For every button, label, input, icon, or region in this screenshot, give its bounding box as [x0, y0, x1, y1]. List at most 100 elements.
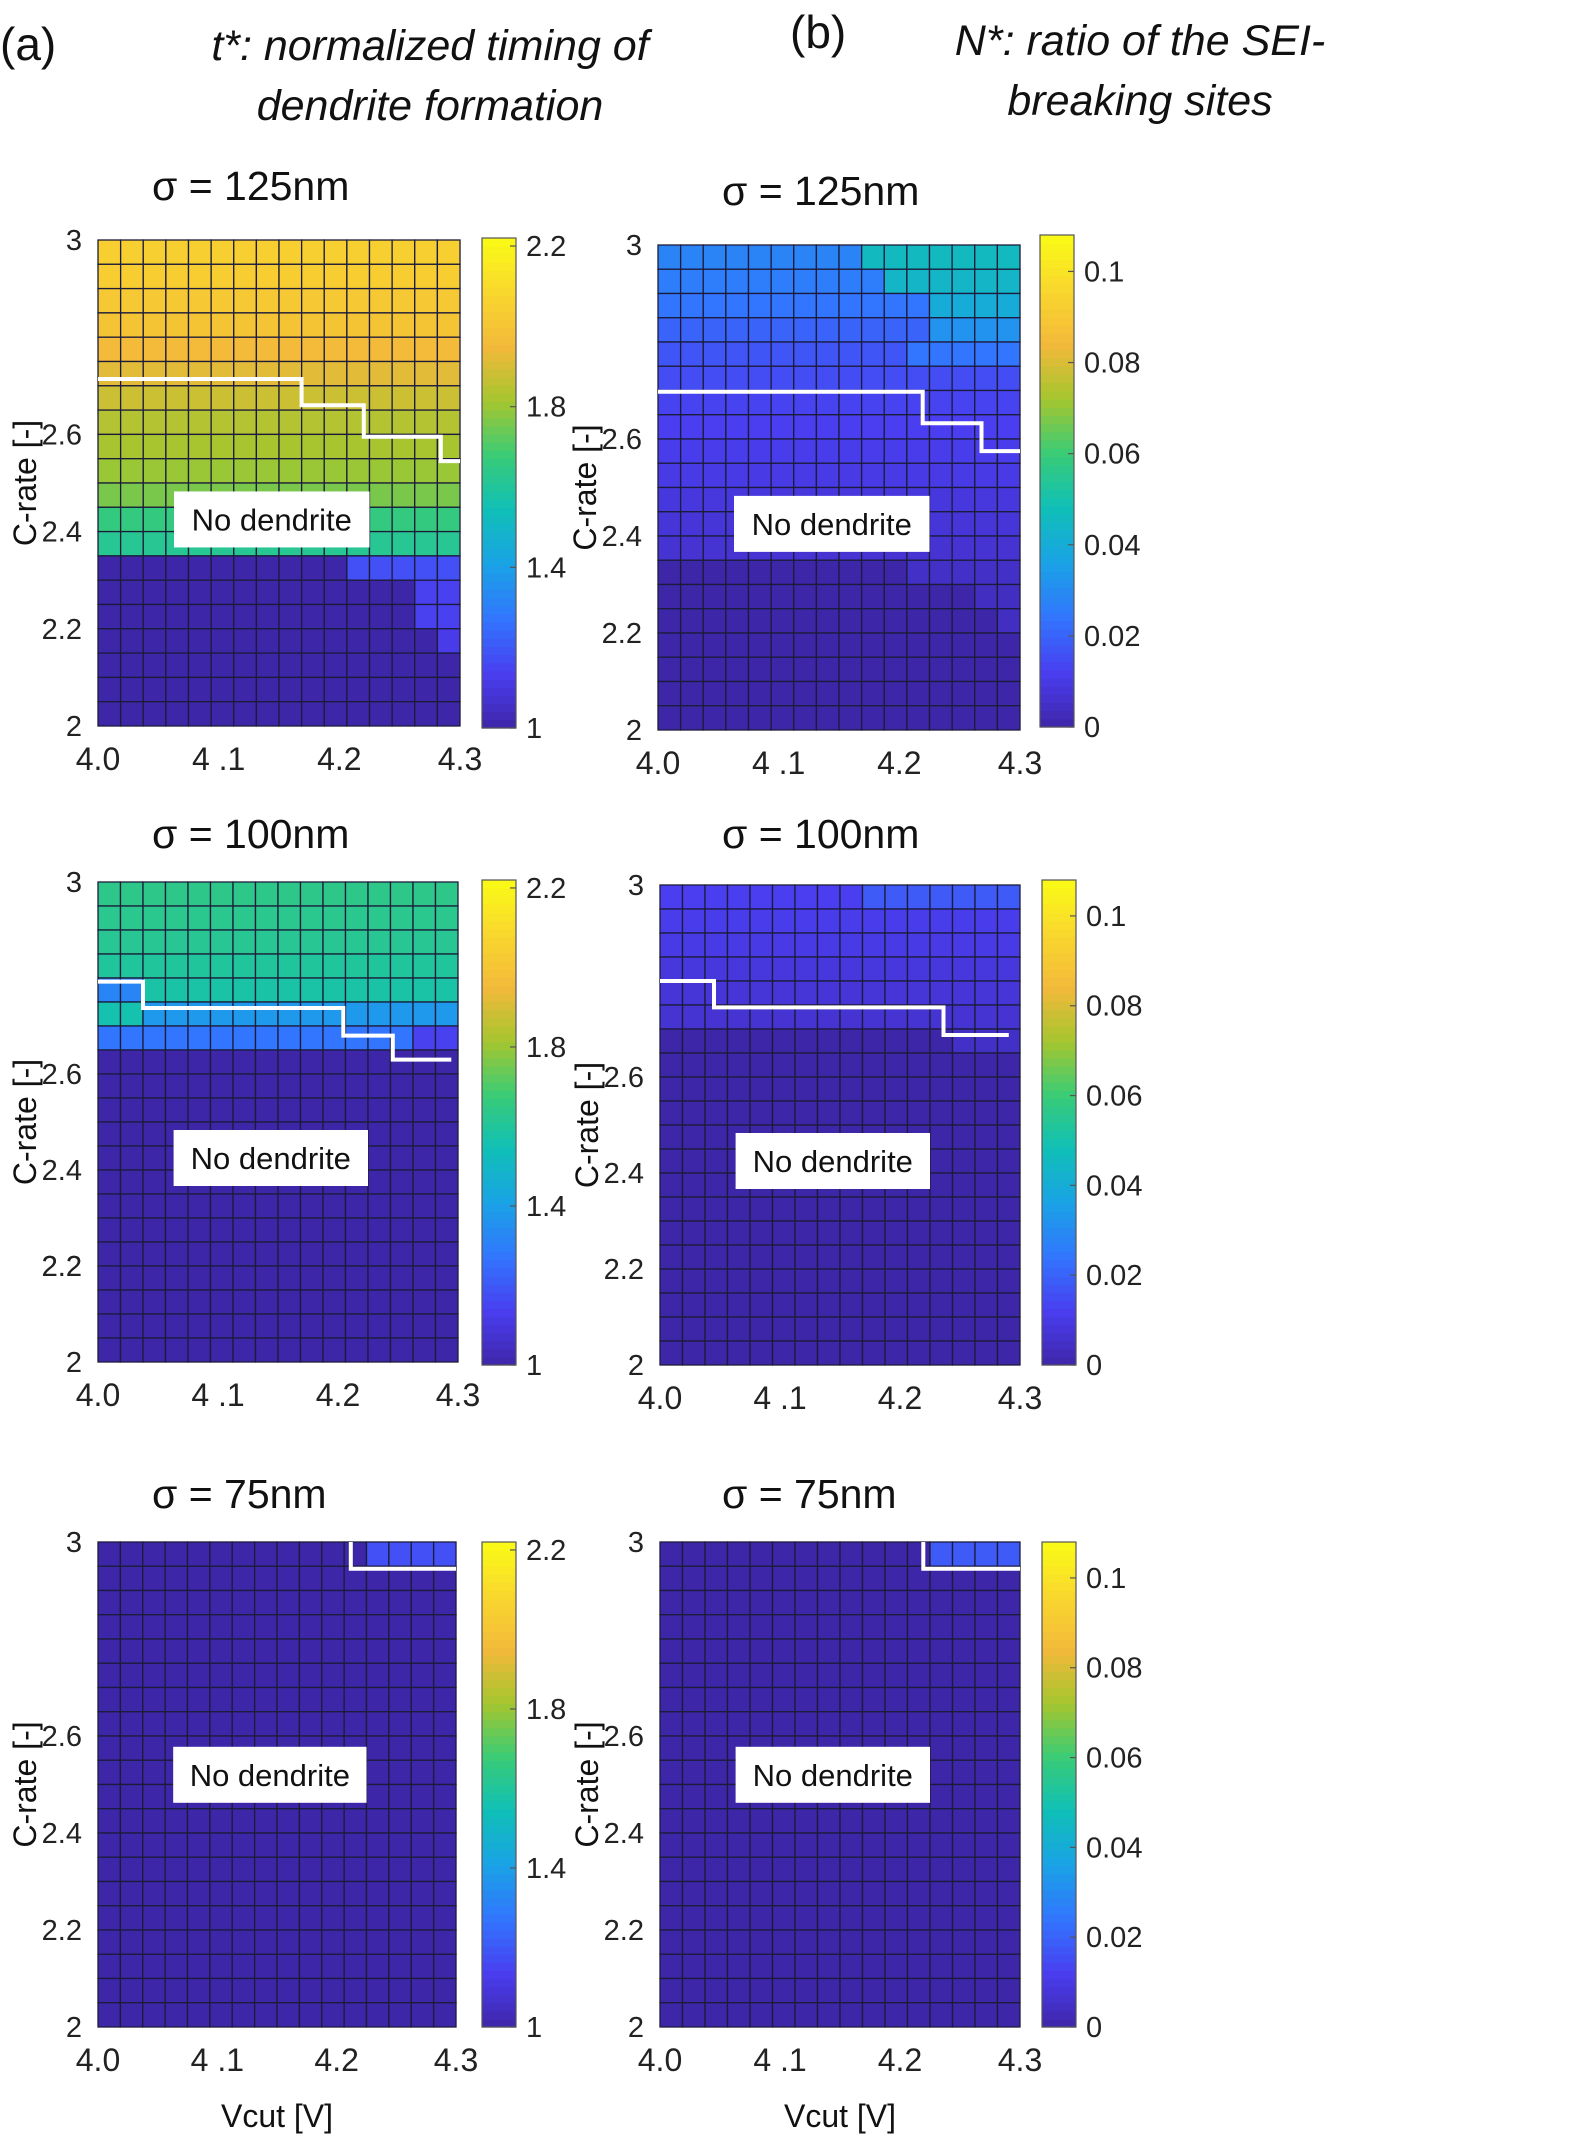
colorbar-segment [1042, 1671, 1076, 1681]
colorbar-segment [482, 1719, 516, 1729]
heatmap-cell [793, 583, 818, 610]
heatmap-cell [367, 929, 392, 955]
heatmap-cell [298, 1662, 323, 1689]
heatmap-cell [367, 1049, 392, 1075]
x-tick-label: 4.0 [636, 745, 680, 781]
heatmap-cell [794, 1808, 819, 1834]
colorbar-segment [1042, 1235, 1076, 1245]
heatmap-cell [299, 1337, 324, 1363]
colorbar-segment [1042, 2010, 1076, 2020]
heatmap-cell [436, 555, 461, 581]
heatmap-cell [906, 932, 931, 958]
heatmap-cell [414, 385, 439, 411]
heatmap-cell [410, 1614, 435, 1640]
heatmap-cell [929, 1541, 954, 1567]
colorbar-segment [482, 507, 516, 517]
heatmap-cell [165, 385, 190, 411]
heatmap-cell [996, 1638, 1021, 1664]
heatmap-cell [389, 1337, 414, 1363]
colorbar-segment [1042, 1154, 1076, 1164]
heatmap-cell [232, 1289, 257, 1315]
heatmap-cell [389, 1217, 414, 1243]
heatmap-cell [906, 1856, 931, 1883]
heatmap-cell [142, 1001, 167, 1027]
heatmap-cell [119, 1614, 144, 1640]
heatmap-cell [815, 414, 840, 440]
heatmap-cell [704, 1856, 729, 1883]
heatmap-cell [657, 438, 682, 464]
heatmap-cell [906, 341, 931, 367]
heatmap-cell [232, 1337, 257, 1363]
heatmap-cell [884, 1100, 909, 1126]
colorbar-segment [1042, 1744, 1076, 1753]
heatmap-cell [747, 608, 772, 634]
heatmap-cell [209, 1953, 233, 1980]
heatmap-cell [278, 701, 303, 727]
heatmap-cell [232, 1193, 257, 1219]
heatmap-cell [233, 652, 258, 679]
heatmap-cell [187, 603, 212, 630]
heatmap-cell [165, 287, 190, 314]
heatmap-cell [298, 1929, 323, 1955]
heatmap-cell [816, 1244, 841, 1270]
heatmap-cell [704, 1662, 729, 1689]
heatmap-cell [343, 1711, 368, 1737]
heatmap-cell [323, 239, 348, 265]
heatmap-cell [323, 652, 348, 679]
heatmap-cell [884, 1638, 909, 1664]
heatmap-cell [884, 1565, 909, 1592]
colorbar-segment [1042, 968, 1076, 978]
colorbar-segment [482, 1033, 516, 1043]
heatmap-cell [771, 1052, 796, 1078]
heatmap-cell [434, 1169, 459, 1195]
heatmap-cell [209, 2002, 233, 2028]
heatmap-cell [996, 341, 1021, 367]
heatmap-cell [298, 1977, 323, 2004]
colorbar-segment [482, 1921, 516, 1931]
heatmap-cell [679, 535, 704, 561]
heatmap-cell [884, 932, 909, 958]
colorbar-segment [482, 1211, 516, 1221]
heatmap-cell [210, 579, 235, 606]
heatmap-cell [657, 317, 682, 343]
heatmap-cell [434, 1193, 459, 1219]
heatmap-cell [299, 1049, 324, 1075]
heatmap-cell [412, 905, 437, 931]
y-tick-label: 2.2 [604, 1254, 644, 1286]
heatmap-cell [187, 433, 212, 460]
heatmap-cell [928, 341, 953, 367]
heatmap-cell [657, 608, 682, 634]
heatmap-cell [119, 1193, 144, 1219]
y-tick-label: 2.2 [42, 1251, 82, 1283]
heatmap-cell [794, 1565, 819, 1592]
colorbar-segment [1040, 653, 1074, 662]
heatmap-cell [299, 881, 324, 907]
heatmap-cell [346, 555, 371, 581]
colorbar-segment [482, 548, 516, 558]
heatmap-cell [726, 884, 751, 910]
heatmap-cell [186, 1614, 211, 1640]
heatmap-cell [816, 1292, 841, 1318]
heatmap-cell [816, 884, 841, 910]
heatmap-cell [278, 287, 303, 314]
heatmap-cell [300, 239, 325, 265]
heatmap-cell [929, 1905, 954, 1931]
heatmap-cell [770, 365, 795, 392]
heatmap-cell [996, 486, 1021, 513]
heatmap-cell [391, 312, 416, 338]
heatmap-cell [254, 1289, 279, 1315]
colorbar-segment [1040, 595, 1074, 605]
colorbar-segment [482, 1744, 516, 1753]
heatmap-cell [702, 244, 727, 270]
heatmap-cell [659, 1735, 684, 1761]
colorbar-segment [482, 1356, 516, 1366]
heatmap-cell [412, 1241, 437, 1267]
heatmap-cell [794, 1220, 819, 1246]
heatmap-cell [412, 1313, 437, 1339]
heatmap-cell [725, 268, 750, 295]
colorbar-segment [1040, 259, 1074, 269]
heatmap-cell [164, 1193, 189, 1219]
heatmap-cell [906, 608, 931, 634]
heatmap-cell [681, 1196, 706, 1222]
